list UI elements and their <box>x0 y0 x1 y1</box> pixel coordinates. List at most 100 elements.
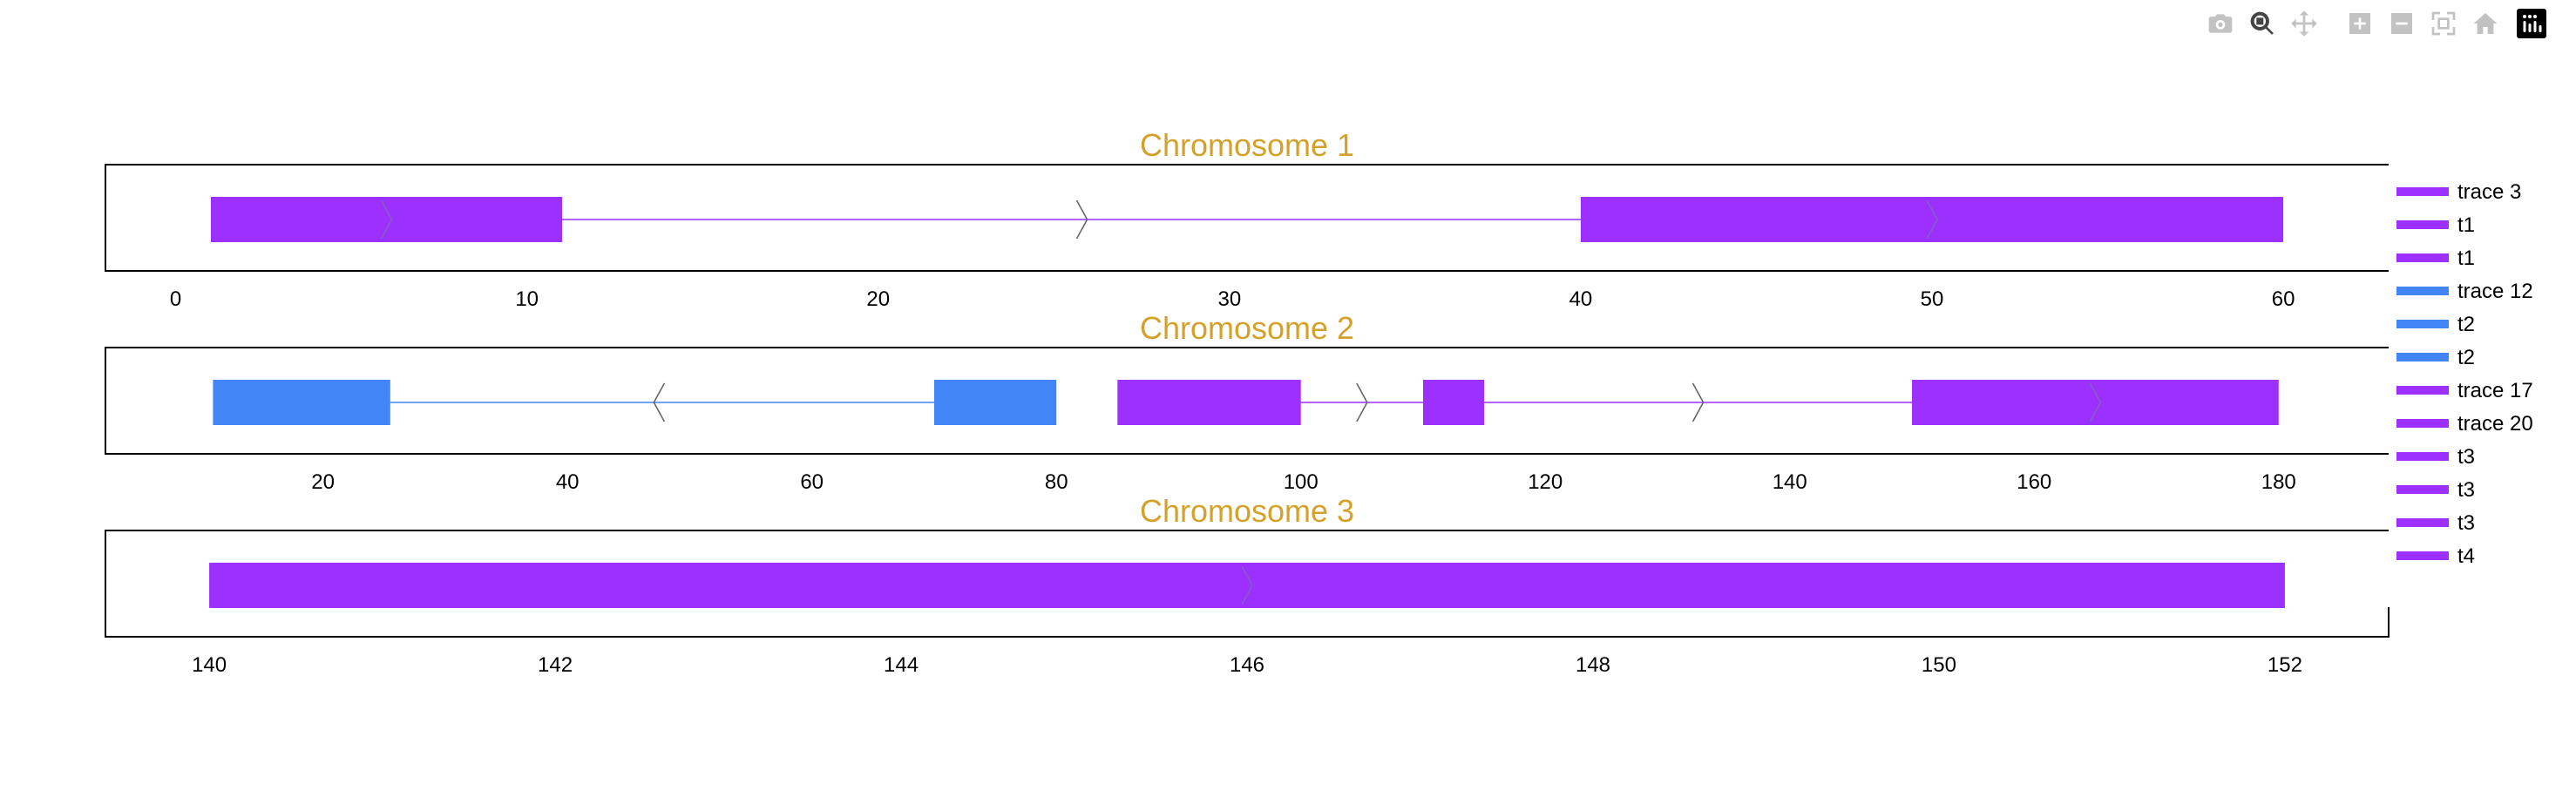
legend-label: t1 <box>2457 247 2475 270</box>
legend-swatch <box>2396 386 2449 395</box>
legend-label: t3 <box>2457 511 2475 535</box>
strand-arrow <box>1356 382 1368 422</box>
zoom-out-icon <box>2391 13 2412 34</box>
exon-block <box>933 380 1057 425</box>
legend-item[interactable]: t4 <box>2396 544 2475 568</box>
reset-axes-button[interactable] <box>2468 7 2503 40</box>
legend-label: t4 <box>2457 544 2475 568</box>
strand-arrow <box>1075 199 1088 240</box>
modebar <box>2196 7 2546 40</box>
legend-label: trace 17 <box>2457 379 2533 402</box>
exon-block <box>209 563 2285 608</box>
legend-item[interactable]: t1 <box>2396 247 2475 270</box>
x-tick-label: 180 <box>2261 470 2296 494</box>
autoscale-button[interactable] <box>2426 7 2461 40</box>
x-tick-label: 140 <box>1773 470 1807 494</box>
legend-label: trace 12 <box>2457 280 2533 303</box>
panel-frame <box>105 164 2389 272</box>
strand-arrow <box>2089 382 2102 422</box>
legend-swatch <box>2396 353 2449 361</box>
camera-button[interactable] <box>2203 7 2238 40</box>
legend-swatch <box>2396 253 2449 262</box>
strand-arrow <box>380 199 393 240</box>
exon-block <box>1580 197 2284 242</box>
legend-item[interactable]: trace 20 <box>2396 412 2533 436</box>
x-tick-label: 142 <box>538 653 573 677</box>
autoscale-icon <box>2431 11 2456 36</box>
legend-item[interactable]: t2 <box>2396 313 2475 336</box>
legend-item[interactable]: t3 <box>2396 445 2475 469</box>
exon-block <box>1422 380 1485 425</box>
legend-swatch <box>2396 518 2449 527</box>
legend-label: t3 <box>2457 445 2475 469</box>
legend-swatch <box>2396 551 2449 560</box>
zoom-button[interactable] <box>2245 7 2280 40</box>
legend-item[interactable]: trace 12 <box>2396 280 2533 303</box>
legend-label: t1 <box>2457 213 2475 237</box>
exon-block <box>210 197 562 242</box>
chromosome-panel-2: Chromosome 2 20 40 60 80 100 120 140 160 180 <box>105 310 2389 494</box>
x-tick-label: 160 <box>2017 470 2051 494</box>
x-tick-label: 150 <box>1922 653 1956 677</box>
legend-label: t3 <box>2457 478 2475 502</box>
x-tick-label: 80 <box>1045 470 1068 494</box>
strand-arrow <box>1691 382 1705 422</box>
strand-arrow <box>1241 565 1253 605</box>
legend-item[interactable]: trace 3 <box>2396 180 2521 204</box>
zoom-in-icon <box>2349 13 2370 34</box>
legend-swatch <box>2396 287 2449 295</box>
legend-item[interactable]: t2 <box>2396 346 2475 369</box>
x-tick-label: 100 <box>1284 470 1319 494</box>
x-tick-label: 60 <box>800 470 824 494</box>
x-tick-label: 144 <box>884 653 919 677</box>
legend-item[interactable]: trace 17 <box>2396 379 2533 402</box>
plotly-logo-icon <box>2523 15 2542 32</box>
zoom-in-button[interactable] <box>2342 7 2377 40</box>
x-tick-label: 60 <box>2272 287 2295 311</box>
legend: trace 3 t1 t1 trace 12 t2 t2 trace 17 trace 20 t… <box>2396 180 2533 568</box>
x-tick-label: 146 <box>1230 653 1264 677</box>
legend-item[interactable]: t3 <box>2396 478 2475 502</box>
panel-title: Chromosome 3 <box>1140 493 1354 529</box>
exon-block <box>1117 380 1301 425</box>
reset-axes-icon <box>2473 13 2498 34</box>
x-tick-label: 120 <box>1528 470 1563 494</box>
x-tick-label: 20 <box>866 287 890 311</box>
legend-swatch <box>2396 320 2449 328</box>
chromosome-panel-3: Chromosome 3 140 142 144 146 148 150 152 <box>105 493 2390 677</box>
panel-title: Chromosome 1 <box>1140 127 1354 163</box>
strand-arrow <box>653 382 666 422</box>
pan-icon <box>2291 10 2317 37</box>
exon-block <box>1911 380 2279 425</box>
exon-block <box>213 380 390 425</box>
x-tick-label: 148 <box>1576 653 1610 677</box>
legend-swatch <box>2396 485 2449 494</box>
camera-icon <box>2208 14 2233 33</box>
legend-label: t2 <box>2457 346 2475 369</box>
plotly-logo-button[interactable] <box>2517 9 2546 38</box>
panel-frame <box>105 530 2390 638</box>
legend-swatch <box>2396 187 2449 196</box>
x-tick-label: 0 <box>170 287 181 311</box>
x-tick-label: 20 <box>311 470 335 494</box>
x-tick-label: 140 <box>192 653 227 677</box>
legend-swatch <box>2396 220 2449 229</box>
legend-label: trace 20 <box>2457 412 2533 436</box>
legend-item[interactable]: t3 <box>2396 511 2475 535</box>
zoom-out-button[interactable] <box>2384 7 2419 40</box>
legend-label: trace 3 <box>2457 180 2521 204</box>
legend-label: t2 <box>2457 313 2475 336</box>
x-tick-label: 152 <box>2268 653 2302 677</box>
legend-swatch <box>2396 452 2449 461</box>
legend-item[interactable]: t1 <box>2396 213 2475 237</box>
pan-button[interactable] <box>2287 7 2322 40</box>
x-tick-label: 50 <box>1921 287 1944 311</box>
strand-arrow <box>1926 199 1938 240</box>
x-tick-label: 40 <box>1569 287 1593 311</box>
chromosome-panel-1: Chromosome 1 0 10 20 30 40 50 60 <box>105 127 2389 311</box>
x-tick-label: 10 <box>515 287 539 311</box>
legend-swatch <box>2396 419 2449 428</box>
x-tick-label: 30 <box>1217 287 1241 311</box>
